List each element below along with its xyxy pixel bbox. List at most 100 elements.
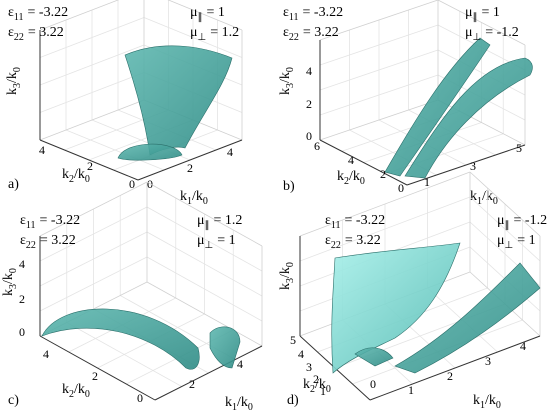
x-axis-label-part: 0 xyxy=(203,196,208,207)
parameter-part: = 3.22 xyxy=(345,233,381,248)
panel-label: a) xyxy=(8,177,19,192)
z-axis-label-part: 3 xyxy=(12,83,23,88)
z-axis-label-part: /k xyxy=(278,72,293,83)
parameter-part: = -3.22 xyxy=(345,213,386,228)
parameter-part: ⊥ xyxy=(198,32,207,43)
parameter-part: μ xyxy=(190,25,198,40)
parameter: ε11 = -3.22 xyxy=(20,213,80,231)
x-axis-label-part: 1 xyxy=(187,196,192,207)
parameter-part: = 3.22 xyxy=(28,25,64,40)
parameter-part: 11 xyxy=(331,220,341,231)
y-tick-label: 6 xyxy=(314,139,320,153)
grid-line xyxy=(39,44,145,86)
x-tick-label: 5 xyxy=(516,141,522,155)
surface xyxy=(404,57,533,179)
y-tick-label: 2 xyxy=(380,167,386,181)
parameter-part: 11 xyxy=(26,220,36,231)
y-axis xyxy=(39,335,156,401)
grid-line xyxy=(39,231,148,287)
grid-line xyxy=(143,17,243,58)
parameter-part: μ xyxy=(497,233,505,248)
parameter-part: μ xyxy=(197,233,205,248)
z-axis-label: k3/k0 xyxy=(278,67,296,95)
x-tick-label: 1 xyxy=(408,383,414,397)
y-axis-label-part: /k xyxy=(74,382,85,397)
parameter-part: = -3.22 xyxy=(40,213,81,228)
x-tick-label: 3 xyxy=(485,354,491,368)
z-tick-label: 4 xyxy=(306,64,312,78)
y-tick-label: 0 xyxy=(137,391,143,405)
y-tick-label: 4 xyxy=(39,143,45,157)
parameter-part: = 1 xyxy=(482,5,500,20)
x-axis-label: k1/k0 xyxy=(225,395,253,413)
y-tick-label: 0 xyxy=(398,181,404,195)
x-tick-label: 4 xyxy=(520,339,526,353)
y-axis-label-part: k xyxy=(62,167,69,182)
grid-line xyxy=(469,196,541,262)
parameter-part: = -3.22 xyxy=(303,5,344,20)
parameter-part: ∥ xyxy=(505,220,510,231)
grid-line xyxy=(437,49,526,96)
z-axis-label-part: 0 xyxy=(8,268,19,273)
x-axis xyxy=(406,144,526,186)
z-tick-label: 2 xyxy=(306,97,312,111)
z-tick-label: 2 xyxy=(19,292,25,306)
x-axis-label-part: k xyxy=(473,393,480,408)
x-axis-label-part: 1 xyxy=(232,402,237,413)
surface xyxy=(394,262,541,374)
y-axis-label-part: 2 xyxy=(344,176,349,187)
surface xyxy=(124,45,233,156)
x-tick-label: 0 xyxy=(370,377,376,391)
box-edge xyxy=(146,181,263,247)
panel-label: d) xyxy=(287,393,299,408)
z-axis-label: k3/k0 xyxy=(5,67,23,95)
y-tick-label: 4 xyxy=(43,347,49,361)
y-tick-label: 2 xyxy=(313,372,319,386)
z-axis-label-part: k xyxy=(1,289,16,296)
y-tick-label: 3 xyxy=(306,360,312,374)
z-axis-label: k3/k0 xyxy=(1,268,19,296)
z-axis-label-part: 0 xyxy=(12,67,23,72)
z-tick-label: 4 xyxy=(19,257,25,271)
x-axis-label-part: k xyxy=(225,395,232,410)
parameter: ε11 = -3.22 xyxy=(8,5,68,23)
parameter-part: = -1.2 xyxy=(514,213,548,228)
y-axis-label-part: 0 xyxy=(360,176,365,187)
x-axis-label-part: k xyxy=(180,189,187,204)
y-tick-label: 4 xyxy=(348,153,354,167)
panel-label: b) xyxy=(283,179,295,194)
parameter: μ⊥ = 1 xyxy=(197,233,236,251)
parameter-part: ε xyxy=(8,5,14,20)
y-tick-label: 1 xyxy=(320,384,326,398)
parameter-part: 22 xyxy=(14,32,24,43)
y-axis-label-part: k xyxy=(62,382,69,397)
box-edge xyxy=(319,0,439,41)
y-axis-label-part: /k xyxy=(315,377,326,392)
x-axis-label: k1/k0 xyxy=(180,189,208,207)
y-axis-label-part: 2 xyxy=(310,384,315,395)
parameter: ε22 = 3.22 xyxy=(20,233,76,251)
grid-line xyxy=(146,206,263,272)
surface xyxy=(117,143,183,161)
y-axis-label: k2/k0 xyxy=(337,169,365,187)
z-axis-label-part: k xyxy=(278,88,293,95)
parameter-part: 11 xyxy=(14,12,24,23)
y-tick-label: 4 xyxy=(298,347,304,361)
parameter-part: 22 xyxy=(289,32,299,43)
surface xyxy=(209,326,241,369)
parameter-part: 22 xyxy=(26,240,36,251)
x-tick-label: 2 xyxy=(189,377,195,391)
y-axis xyxy=(319,139,408,186)
parameter-part: = 1 xyxy=(217,233,235,248)
z-axis-label-part: k xyxy=(5,88,20,95)
parameter-part: ε xyxy=(20,233,26,248)
box-edge xyxy=(319,99,439,141)
parameter-part: = 3.22 xyxy=(303,25,339,40)
y-axis-label-part: /k xyxy=(349,169,360,184)
y-axis-label-part: 2 xyxy=(69,174,74,185)
parameter-part: 11 xyxy=(289,12,299,23)
